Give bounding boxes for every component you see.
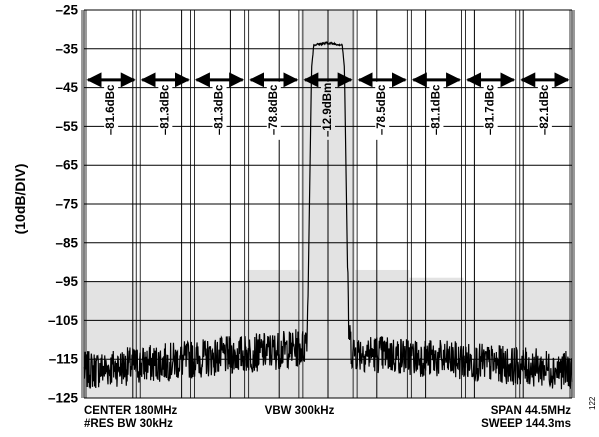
figure-number: 122 xyxy=(588,396,597,410)
y-tick-label: –65 xyxy=(55,158,78,173)
y-tick-label: –45 xyxy=(55,80,78,95)
channel-label-bg-8 xyxy=(483,81,498,140)
y-tick-label: –95 xyxy=(55,274,78,289)
mask-region-6 xyxy=(355,269,410,398)
channel-power-label-5: –12.9dBm xyxy=(322,83,334,137)
y-tick-label: –125 xyxy=(48,391,79,406)
y-axis-label-box: (10dB/DIV) xyxy=(0,0,40,398)
mask-region-4 xyxy=(246,269,301,398)
channel-label-bg-4 xyxy=(266,81,281,140)
channel-power-label-1: –81.6dBc xyxy=(105,84,117,135)
footer-right: SPAN 44.5MHz SWEEP 144.3ms xyxy=(481,405,571,431)
footer-middle: VBW 300kHz xyxy=(0,405,599,418)
channel-label-bg-3 xyxy=(212,81,227,140)
y-tick-label: –25 xyxy=(55,3,78,18)
channel-label-bg-9 xyxy=(537,81,552,140)
channel-label-bg-7 xyxy=(429,81,444,140)
footer-left: CENTER 180MHz #RES BW 30kHz xyxy=(84,405,177,431)
mask-region-8 xyxy=(463,281,518,398)
channel-power-label-3: –81.3dBc xyxy=(214,84,226,135)
sweep-time: SWEEP 144.3ms xyxy=(481,418,571,430)
y-tick-label: –75 xyxy=(55,197,78,212)
y-tick-label: –55 xyxy=(55,119,78,134)
spectrum-trace xyxy=(83,40,573,390)
y-axis-label: (10dB/DIV) xyxy=(12,163,28,235)
span: SPAN 44.5MHz xyxy=(490,405,571,417)
resolution-bandwidth: #RES BW 30kHz xyxy=(84,418,173,430)
channel-power-label-9: –82.1dBc xyxy=(539,84,551,135)
channel-power-label-8: –81.7dBc xyxy=(485,84,497,135)
channel-power-label-4: –78.8dBc xyxy=(268,84,280,135)
y-tick-label: –35 xyxy=(55,41,78,56)
channel-label-bg-1 xyxy=(104,81,119,140)
y-tick-label: –115 xyxy=(49,352,79,367)
mask-region-7 xyxy=(409,277,464,398)
y-tick-label: –85 xyxy=(55,235,78,250)
channel-power-label-7: –81.1dBc xyxy=(430,84,442,135)
channel-label-bg-6 xyxy=(375,81,390,140)
channel-power-label-2: –81.3dBc xyxy=(159,84,171,135)
y-tick-label: –105 xyxy=(48,313,79,328)
channel-power-label-6: –78.5dBc xyxy=(376,84,388,135)
mask-region-2 xyxy=(138,281,193,398)
video-bandwidth: VBW 300kHz xyxy=(264,405,335,417)
channel-label-bg-2 xyxy=(158,81,173,140)
mask-region-3 xyxy=(192,281,247,398)
center-frequency: CENTER 180MHz xyxy=(84,405,178,417)
channel-label-bg-5 xyxy=(321,81,335,140)
